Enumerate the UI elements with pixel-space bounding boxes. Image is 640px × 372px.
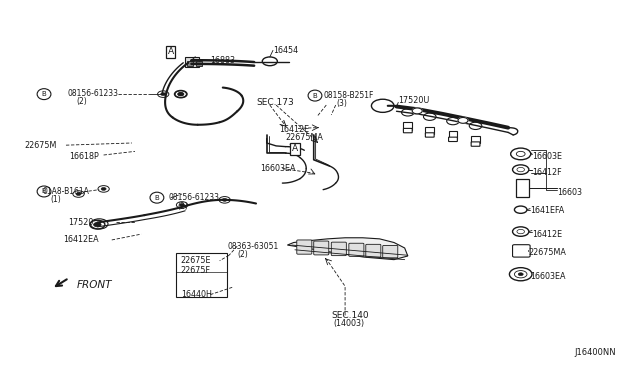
Text: FRONT: FRONT: [77, 280, 112, 290]
Bar: [471, 136, 480, 143]
Text: B: B: [42, 91, 47, 97]
FancyBboxPatch shape: [349, 243, 364, 256]
FancyBboxPatch shape: [314, 241, 329, 255]
FancyBboxPatch shape: [426, 133, 434, 137]
Text: (2): (2): [177, 202, 188, 211]
Circle shape: [93, 222, 101, 227]
Text: (3): (3): [336, 99, 347, 109]
Text: (1): (1): [51, 195, 61, 204]
Text: 16883: 16883: [211, 56, 236, 65]
Bar: [516, 179, 529, 197]
Text: 16603EA: 16603EA: [260, 164, 296, 173]
FancyBboxPatch shape: [403, 128, 412, 133]
Text: 16412E: 16412E: [532, 230, 562, 238]
Text: (2): (2): [77, 97, 88, 106]
Bar: [196, 61, 202, 66]
FancyBboxPatch shape: [513, 245, 530, 257]
Circle shape: [101, 187, 106, 190]
Text: 01A8-B161A: 01A8-B161A: [43, 187, 90, 196]
Text: 22675MA: 22675MA: [528, 248, 566, 257]
Circle shape: [178, 92, 184, 96]
Text: 16603: 16603: [557, 188, 582, 197]
Text: J16400NN: J16400NN: [574, 349, 616, 357]
Text: 08158-B251F: 08158-B251F: [324, 91, 374, 100]
Text: 16412EA: 16412EA: [63, 235, 99, 244]
Bar: [187, 61, 193, 66]
Text: 22675F: 22675F: [180, 266, 211, 275]
Circle shape: [458, 118, 468, 123]
Circle shape: [222, 198, 227, 201]
Bar: [403, 122, 412, 130]
Text: 16618P: 16618P: [69, 152, 99, 161]
Circle shape: [161, 93, 166, 96]
Polygon shape: [287, 238, 408, 260]
Text: B: B: [154, 195, 159, 201]
Bar: [449, 131, 458, 139]
Text: SEC.140: SEC.140: [332, 311, 369, 320]
Text: 22675M: 22675M: [24, 141, 56, 150]
FancyBboxPatch shape: [383, 246, 398, 258]
FancyBboxPatch shape: [366, 244, 381, 257]
Text: (14003): (14003): [334, 319, 365, 328]
Text: B: B: [42, 189, 47, 195]
Text: 08156-61233: 08156-61233: [68, 89, 119, 97]
Circle shape: [518, 273, 524, 276]
Text: A: A: [292, 144, 298, 153]
FancyBboxPatch shape: [332, 242, 346, 256]
Circle shape: [179, 93, 183, 96]
FancyBboxPatch shape: [471, 142, 480, 146]
Text: 08156-61233: 08156-61233: [168, 193, 220, 202]
Circle shape: [179, 203, 184, 206]
FancyBboxPatch shape: [449, 137, 458, 141]
Text: 22675E: 22675E: [180, 256, 211, 265]
FancyBboxPatch shape: [297, 240, 312, 254]
Text: B: B: [312, 93, 317, 99]
Text: 08363-63051: 08363-63051: [227, 242, 278, 251]
Text: 22675MA: 22675MA: [285, 134, 323, 142]
Text: 17520U: 17520U: [398, 96, 430, 105]
Text: 16603EA: 16603EA: [530, 272, 566, 281]
Text: 16412E: 16412E: [279, 125, 309, 134]
Circle shape: [76, 193, 81, 195]
Text: 1641EFA: 1641EFA: [530, 206, 564, 215]
Text: A: A: [168, 47, 174, 56]
Text: 16412F: 16412F: [532, 168, 562, 177]
FancyBboxPatch shape: [185, 57, 199, 67]
Circle shape: [412, 108, 422, 114]
Bar: [426, 126, 434, 134]
Text: 17520: 17520: [68, 218, 93, 227]
Text: SEC.173: SEC.173: [256, 98, 294, 108]
Bar: [176, 253, 227, 297]
Text: 16603E: 16603E: [532, 152, 562, 161]
Text: 16454: 16454: [273, 46, 298, 55]
Text: (2): (2): [237, 250, 248, 259]
Text: 16440H: 16440H: [180, 290, 212, 299]
